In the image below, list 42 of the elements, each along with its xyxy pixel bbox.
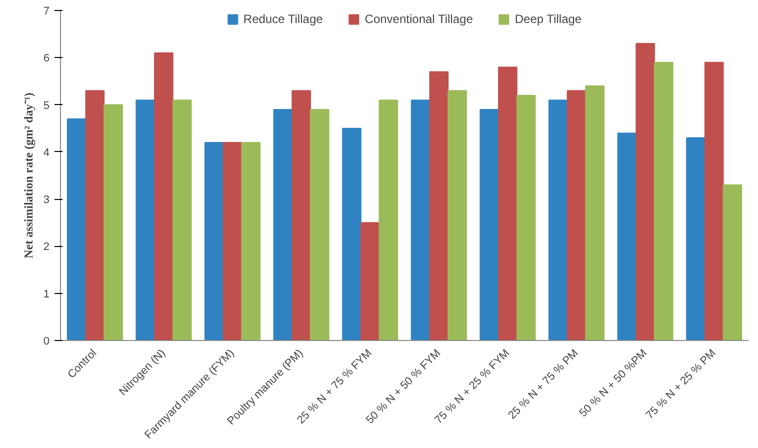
bar bbox=[104, 104, 123, 340]
y-tick-label: 2 bbox=[43, 241, 50, 254]
y-axis-title: Net assimilation rate (gm² day⁻¹) bbox=[21, 92, 36, 258]
legend-label: Reduce Tillage bbox=[243, 12, 323, 26]
bar bbox=[566, 90, 586, 340]
bar bbox=[204, 142, 224, 340]
bar bbox=[378, 100, 398, 340]
bar bbox=[85, 90, 105, 340]
bar bbox=[222, 142, 242, 340]
bar bbox=[172, 100, 192, 340]
bar bbox=[548, 100, 568, 340]
bar bbox=[136, 100, 156, 340]
bar bbox=[292, 90, 311, 340]
bar bbox=[516, 94, 536, 340]
y-tick-label: 1 bbox=[43, 288, 50, 300]
bar bbox=[704, 62, 724, 340]
y-tick-label: 6 bbox=[43, 52, 50, 65]
y-tick-label: 4 bbox=[43, 146, 50, 159]
bar bbox=[617, 132, 637, 340]
bar bbox=[448, 90, 467, 340]
bar bbox=[686, 137, 706, 340]
bar bbox=[410, 100, 430, 340]
bar bbox=[480, 109, 500, 340]
bar bbox=[722, 184, 742, 340]
bar bbox=[636, 43, 655, 340]
y-tick-label: 3 bbox=[43, 194, 50, 206]
y-tick-label: 7 bbox=[43, 6, 50, 18]
bar bbox=[654, 62, 674, 340]
bar bbox=[310, 109, 330, 340]
bar bbox=[585, 85, 605, 340]
legend-label: Conventional Tillage bbox=[364, 12, 473, 26]
bar bbox=[66, 118, 86, 340]
bar bbox=[498, 66, 518, 340]
y-tick-label: 0 bbox=[43, 336, 50, 348]
y-tick-label: 5 bbox=[43, 100, 50, 112]
bar bbox=[241, 142, 261, 340]
bar bbox=[273, 109, 293, 340]
bar bbox=[429, 71, 449, 340]
bar bbox=[154, 52, 174, 340]
legend-label: Deep Tillage bbox=[514, 12, 582, 26]
bar bbox=[342, 128, 362, 340]
bar bbox=[360, 222, 380, 340]
